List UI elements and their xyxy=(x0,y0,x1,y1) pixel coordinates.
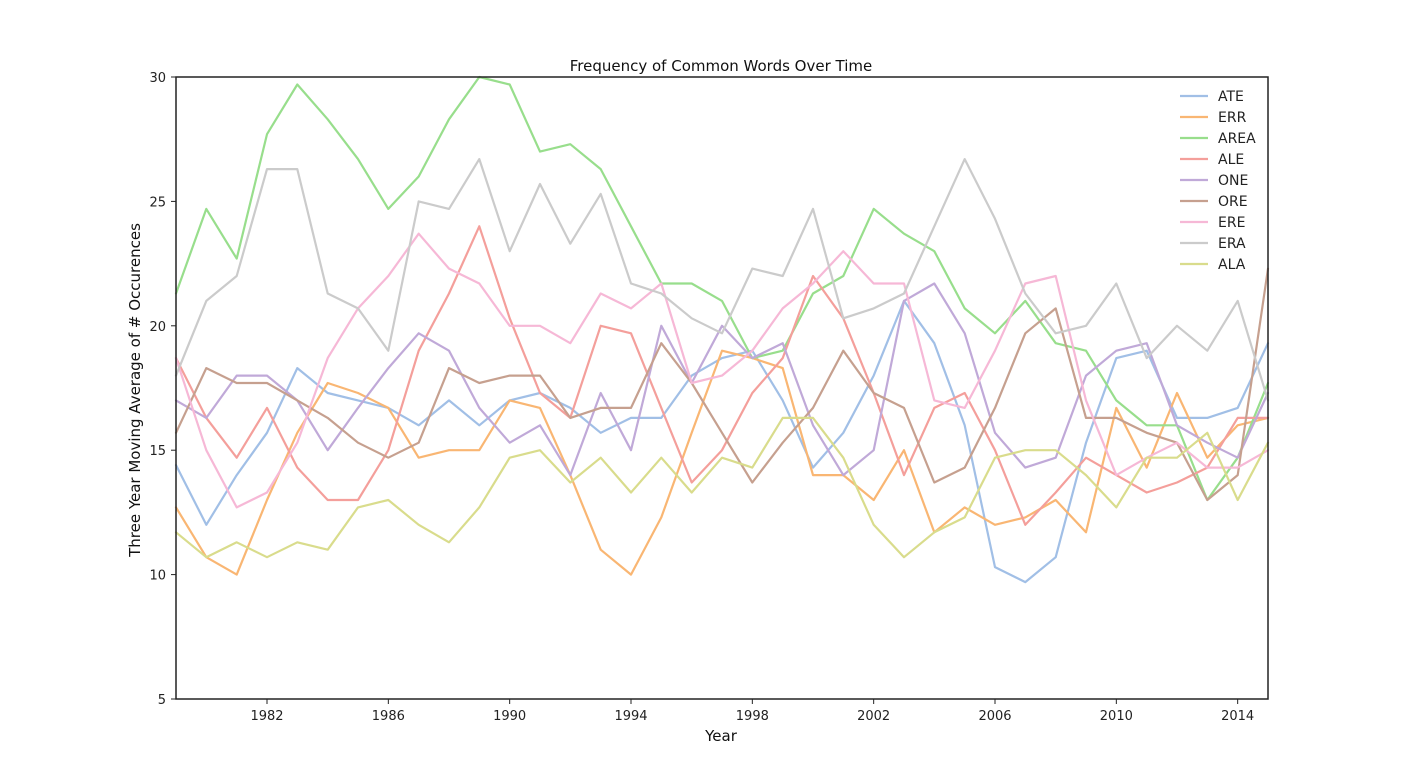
series-line-err xyxy=(174,349,1270,576)
legend-item-ore: ORE xyxy=(1180,194,1248,210)
legend-label: ERE xyxy=(1218,215,1245,231)
y-tick-label: 15 xyxy=(149,444,166,459)
y-tick-label: 25 xyxy=(149,195,166,210)
series-line-era xyxy=(174,158,1270,402)
series-line-ala xyxy=(174,416,1270,559)
x-axis-title: Year xyxy=(704,727,738,745)
y-tick-label: 20 xyxy=(149,320,166,335)
legend: ATE ERR AREA ALE ONE ORE ERE ERA ALA xyxy=(1180,89,1256,273)
legend-label: ALE xyxy=(1218,152,1244,168)
legend-item-ale: ALE xyxy=(1180,152,1244,168)
x-tick-label: 2006 xyxy=(978,709,1011,724)
x-tick-label: 1994 xyxy=(614,709,647,724)
legend-item-one: ONE xyxy=(1180,173,1248,189)
y-axis-ticks: 5 10 15 20 25 30 xyxy=(149,71,176,708)
x-axis-ticks: 1982 1986 1990 1994 1998 2002 2006 2010 2014 xyxy=(250,699,1254,724)
series-layer xyxy=(174,75,1270,584)
y-tick-label: 30 xyxy=(149,71,166,86)
legend-item-ala: ALA xyxy=(1180,257,1246,273)
y-tick-label: 5 xyxy=(158,693,166,708)
legend-item-era: ERA xyxy=(1180,236,1246,252)
series-line-ale xyxy=(174,225,1270,526)
legend-label: ONE xyxy=(1218,173,1248,189)
chart-title: Frequency of Common Words Over Time xyxy=(570,57,873,75)
legend-label: ATE xyxy=(1218,89,1244,105)
legend-item-ate: ATE xyxy=(1180,89,1244,105)
legend-label: ALA xyxy=(1218,257,1246,273)
legend-item-ere: ERE xyxy=(1180,215,1245,231)
series-line-area xyxy=(174,75,1270,502)
legend-label: ERA xyxy=(1218,236,1246,252)
legend-label: ORE xyxy=(1218,194,1248,210)
x-tick-label: 1998 xyxy=(736,709,769,724)
y-tick-label: 10 xyxy=(149,569,166,584)
series-line-one xyxy=(174,282,1270,477)
legend-label: AREA xyxy=(1218,131,1256,147)
legend-item-area: AREA xyxy=(1180,131,1256,147)
x-tick-label: 1990 xyxy=(493,709,526,724)
series-line-ate xyxy=(174,299,1270,584)
x-tick-label: 2002 xyxy=(857,709,890,724)
y-axis-title: Three Year Moving Average of # Occurence… xyxy=(126,223,144,558)
series-line-ere xyxy=(174,232,1270,509)
series-line-ore xyxy=(174,267,1270,502)
legend-item-err: ERR xyxy=(1180,110,1247,126)
x-tick-label: 1986 xyxy=(372,709,405,724)
x-tick-label: 2014 xyxy=(1221,709,1254,724)
x-tick-label: 1982 xyxy=(250,709,283,724)
x-tick-label: 2010 xyxy=(1100,709,1133,724)
legend-label: ERR xyxy=(1218,110,1247,126)
plot-frame xyxy=(175,76,1269,700)
